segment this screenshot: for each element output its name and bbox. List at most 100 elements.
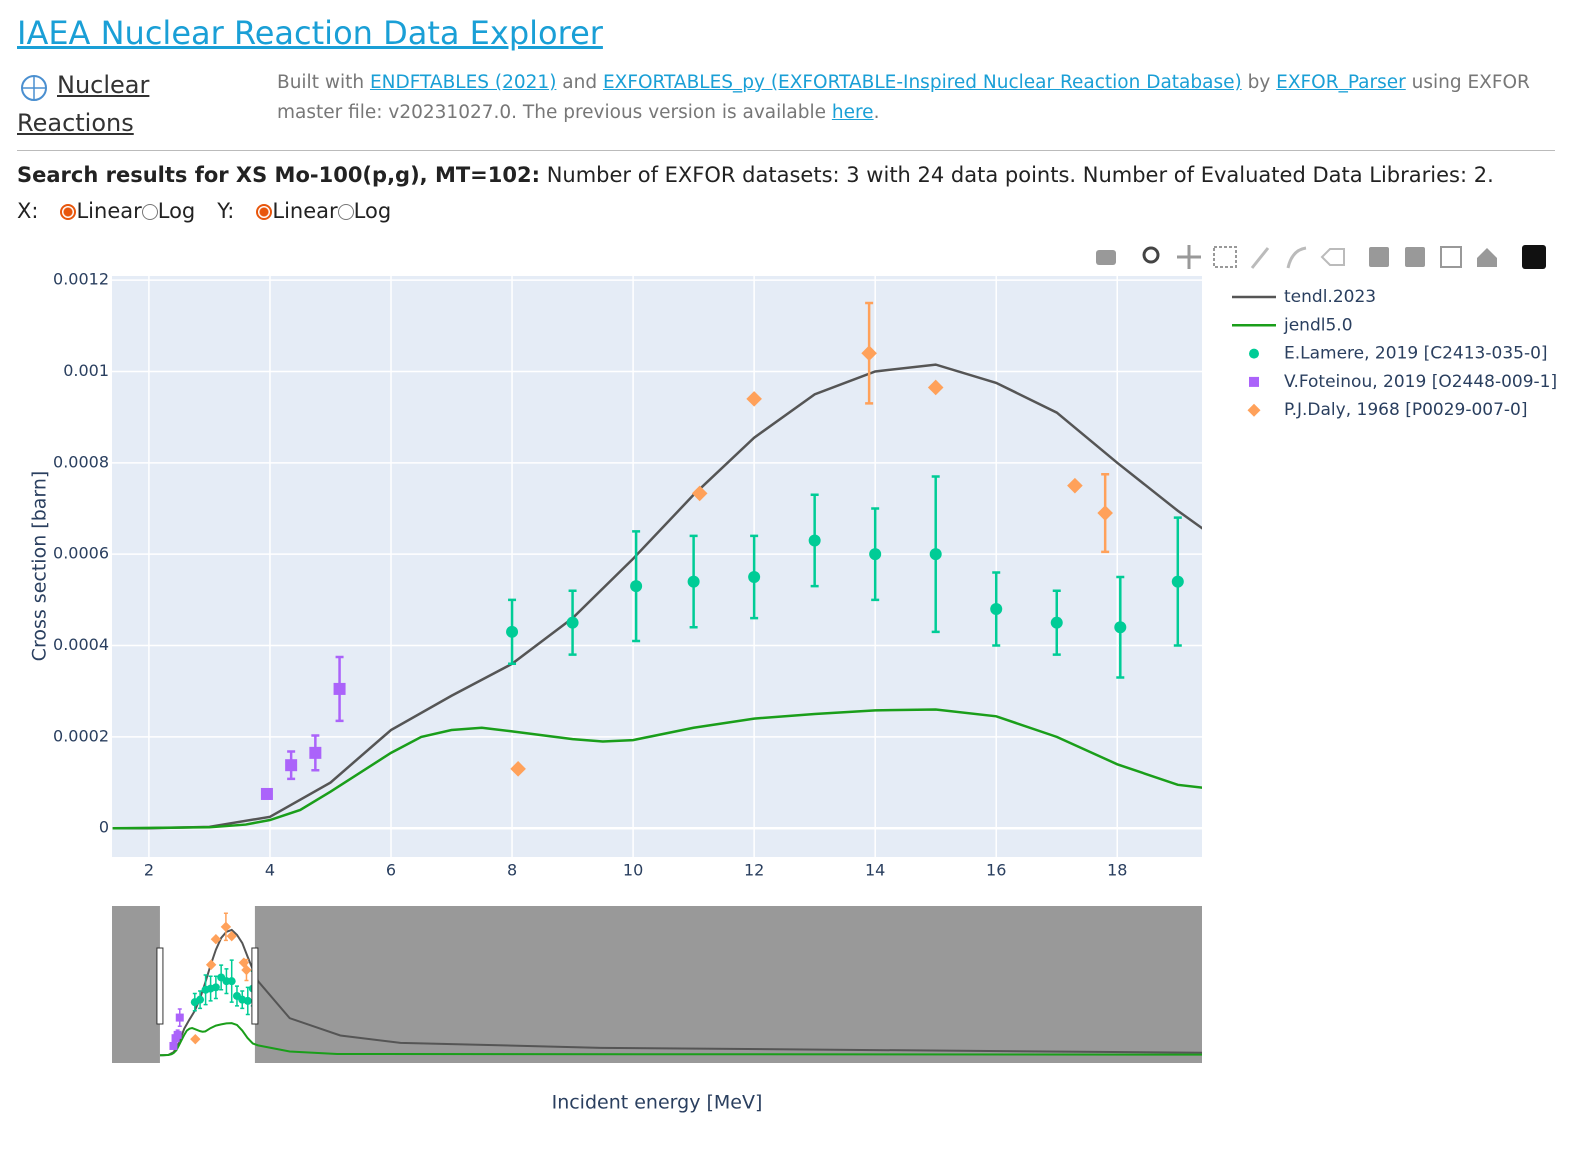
iaea-logo [21, 75, 47, 101]
marker [285, 759, 298, 772]
line [112, 363, 1202, 830]
rangeslider-marker [173, 1030, 182, 1039]
radio-label[interactable]: Log [353, 199, 392, 223]
y-tick-label: 0.0012 [53, 270, 109, 289]
marker [333, 682, 346, 695]
y-tick-label: 0.001 [63, 361, 109, 380]
box-select-button[interactable] [1213, 246, 1237, 268]
rangeslider-marker [169, 1041, 178, 1050]
x-tick-label: 4 [265, 861, 275, 880]
y-tick-label: 0.0008 [53, 452, 109, 471]
search-text: Number of EXFOR datasets: 3 with 24 data… [546, 163, 1494, 187]
rangeslider-marker [190, 1033, 201, 1045]
y-tick-label: 0.0004 [53, 635, 109, 654]
description: Built with ENDFTABLES (2021) and EXFORTA… [277, 68, 1547, 128]
marker [691, 485, 708, 502]
radio-label[interactable]: Log [157, 199, 196, 223]
scale-options: X: Linear Log Y: Linear Log [17, 199, 413, 223]
link[interactable]: EXFOR_Parser [1276, 72, 1406, 93]
marker [309, 746, 322, 759]
rangeslider-marker [241, 964, 252, 976]
rangeslider-marker [220, 921, 232, 933]
legend-label: jendl5.0 [1283, 315, 1353, 335]
pan-button[interactable] [1177, 245, 1201, 269]
y-tick-label: 0.0006 [53, 544, 109, 563]
legend-marker [1249, 376, 1259, 387]
draw-button[interactable] [1250, 247, 1270, 269]
marker [869, 548, 882, 561]
legend-label: tendl.2023 [1284, 287, 1376, 307]
rangeslider-layer [159, 912, 1202, 1057]
lasso-button[interactable] [1286, 246, 1307, 269]
marker [510, 761, 526, 777]
marker [566, 616, 579, 629]
radio-button[interactable] [60, 204, 77, 220]
rangeslider-mask [112, 906, 160, 1063]
legend-marker [1247, 403, 1261, 417]
y-tick-label: 0.0002 [53, 726, 109, 745]
marker [746, 391, 762, 407]
x-tick-label: 8 [507, 861, 517, 880]
radio-button[interactable] [141, 204, 158, 220]
x-axis-title: Incident energy [MeV] [552, 1092, 763, 1114]
axis-label: Y: [217, 199, 235, 223]
camera-button[interactable] [1096, 250, 1116, 265]
erase-button[interactable] [1320, 248, 1345, 266]
zoom-button[interactable] [1142, 246, 1160, 264]
marker [1067, 477, 1083, 494]
rangeslider-handle[interactable] [251, 947, 259, 1025]
x-tick-label: 16 [986, 861, 1006, 880]
rangeslider-mask [254, 906, 1202, 1063]
rangeslider-marker [205, 959, 217, 970]
legend-label: V.Foteinou, 2019 [O2448-009-1] [1284, 372, 1557, 392]
rangeslider-marker [211, 983, 220, 992]
divider [17, 150, 1555, 151]
reset-button[interactable] [1477, 248, 1497, 267]
rangeslider-marker [226, 930, 237, 942]
legend-label: P.J.Daly, 1968 [P0029-007-0] [1284, 400, 1528, 420]
radio-button[interactable] [337, 204, 354, 220]
marker [1050, 616, 1063, 629]
x-tick-label: 18 [1107, 861, 1127, 880]
marker [748, 571, 761, 584]
rangeslider-marker [210, 934, 222, 945]
x-tick-label: 14 [865, 861, 885, 880]
y-axis-title: Cross section [barn] [29, 471, 51, 662]
marker [506, 625, 519, 638]
zoom-in-button[interactable] [1369, 247, 1389, 267]
marker [808, 534, 821, 547]
radio-label[interactable]: Linear [76, 199, 142, 223]
y-tick-label: 0 [99, 818, 109, 837]
marker [861, 345, 877, 361]
marker [630, 580, 643, 593]
autoscale-button[interactable] [1440, 246, 1462, 268]
link[interactable]: EXFORTABLES_py (EXFORTABLE-Inspired Nucl… [602, 72, 1242, 93]
nav-link[interactable]: Reactions [17, 109, 134, 137]
plotly-logo[interactable] [1522, 245, 1546, 269]
search-heading: Search results for XS Mo-100(p,g), MT=10… [17, 163, 541, 187]
site-title[interactable]: IAEA Nuclear Reaction Data Explorer [17, 14, 603, 52]
radio-label[interactable]: Linear [272, 199, 338, 223]
modebar [1096, 245, 1546, 269]
rangeslider-handle[interactable] [156, 947, 164, 1025]
radio-group: Linear Log [256, 199, 391, 223]
x-tick-label: 2 [144, 861, 154, 880]
nav-link[interactable]: Nuclear [57, 71, 150, 99]
plot-layer [112, 301, 1202, 830]
zoom-out-button[interactable] [1405, 247, 1425, 267]
text: Built with [277, 72, 370, 93]
link[interactable]: ENDFTABLES (2021) [369, 72, 557, 93]
marker [687, 575, 700, 588]
rangeslider-marker [196, 995, 205, 1004]
text: by [1241, 72, 1277, 93]
marker [990, 602, 1003, 615]
radio-button[interactable] [256, 204, 273, 220]
axis-label: X: [17, 199, 39, 223]
link[interactable]: here [831, 102, 874, 123]
marker [260, 787, 273, 800]
rangeslider-marker [243, 996, 252, 1005]
text: and [556, 72, 603, 93]
text: . [873, 102, 880, 123]
